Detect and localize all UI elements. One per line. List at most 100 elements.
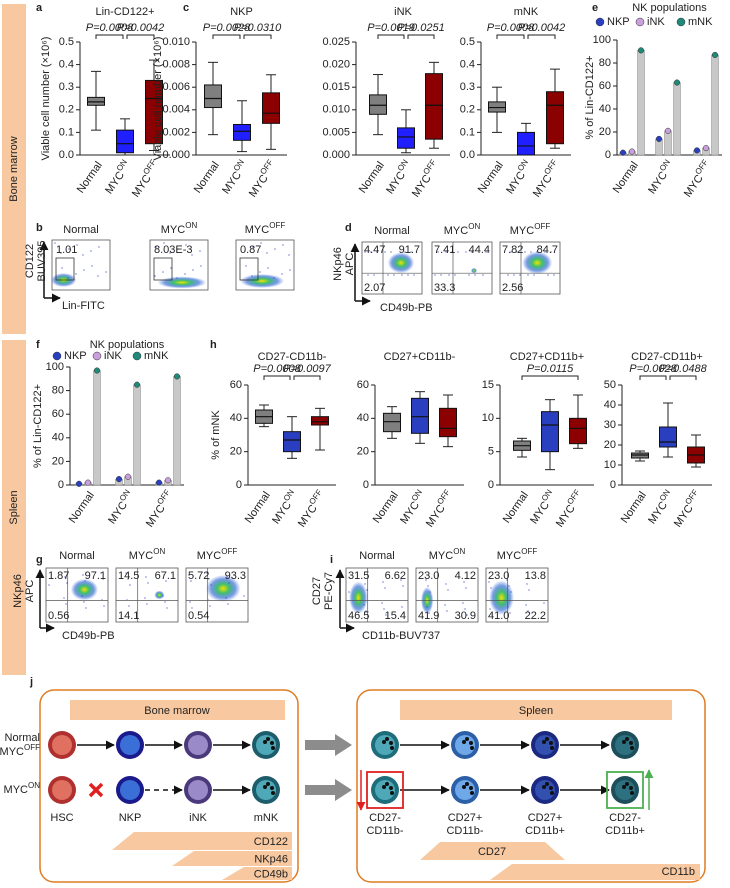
cell-core bbox=[188, 780, 208, 800]
x-tick-label: MYCON bbox=[101, 158, 134, 197]
x-tick-label: MYCON bbox=[526, 488, 559, 527]
label-sup: OFF bbox=[269, 221, 285, 230]
significance-bracket bbox=[669, 375, 697, 380]
y-tick-label: 0.5 bbox=[59, 36, 74, 48]
y-axis-label: % of mNK bbox=[210, 410, 222, 460]
event-dot bbox=[407, 274, 409, 276]
event-dot bbox=[402, 585, 404, 587]
quadrant-value: 93.3 bbox=[225, 570, 246, 582]
event-dot bbox=[166, 607, 168, 609]
transition-arrow bbox=[305, 734, 352, 756]
cell-core bbox=[535, 780, 555, 800]
label-text: MYC bbox=[497, 550, 522, 562]
event-dot bbox=[162, 271, 164, 273]
density-cloud bbox=[157, 276, 207, 289]
y-tick-label: 0 bbox=[363, 479, 369, 491]
y-tick-label: 0.010 bbox=[322, 104, 350, 116]
p-value: P=0.0488 bbox=[659, 363, 707, 375]
event-dot bbox=[440, 274, 442, 276]
event-dot bbox=[446, 610, 448, 612]
event-dot bbox=[468, 274, 470, 276]
cell-core bbox=[120, 780, 140, 800]
event-dot bbox=[448, 274, 450, 276]
event-dot bbox=[98, 246, 100, 248]
y-tick-label: 0.5 bbox=[460, 36, 475, 48]
node-label: NKP bbox=[119, 812, 142, 824]
box bbox=[439, 407, 457, 438]
node-label: CD27+ bbox=[528, 812, 563, 824]
y-tick-label: 0 bbox=[58, 479, 64, 491]
event-dot bbox=[208, 578, 210, 580]
label-sup: OFF bbox=[566, 488, 583, 506]
event-dot bbox=[281, 273, 283, 275]
event-dot bbox=[367, 274, 369, 276]
x-tick-label: MYCOFF bbox=[408, 158, 443, 200]
granule bbox=[630, 791, 634, 795]
bar-point bbox=[133, 381, 141, 388]
label-sup: ON bbox=[453, 547, 465, 556]
event-dot bbox=[267, 267, 269, 269]
y-axis-label: CD27 bbox=[311, 577, 323, 605]
gate-value: 0.87 bbox=[240, 244, 261, 256]
label-text: Normal bbox=[611, 160, 641, 196]
box bbox=[546, 91, 564, 145]
event-dot bbox=[403, 612, 405, 614]
event-dot bbox=[243, 595, 245, 597]
granule bbox=[629, 741, 633, 745]
x-tick-label: MYCON bbox=[382, 158, 415, 197]
event-dot bbox=[401, 274, 403, 276]
gate bbox=[153, 257, 173, 281]
y-tick-label: 0.1 bbox=[460, 126, 475, 138]
highlight-box bbox=[606, 771, 644, 809]
highlight-box bbox=[366, 771, 404, 809]
legend-label: iNK bbox=[104, 350, 122, 362]
significance-bracket bbox=[377, 34, 405, 39]
chart-title: NKP bbox=[230, 6, 253, 18]
granule bbox=[382, 785, 386, 789]
y-tick-label: 40 bbox=[599, 103, 611, 115]
bar bbox=[93, 370, 101, 486]
bar-point bbox=[84, 479, 92, 486]
y-tick-label: 0.020 bbox=[322, 59, 350, 71]
label-text: Normal bbox=[476, 160, 506, 196]
label-text: MYC bbox=[129, 550, 154, 562]
y-axis-label: NKp46 bbox=[332, 247, 344, 281]
event-dot bbox=[97, 275, 99, 277]
event-dot bbox=[445, 251, 447, 253]
event-dot bbox=[162, 595, 164, 597]
bar-point bbox=[93, 367, 101, 374]
label-text: MYC bbox=[424, 503, 448, 530]
label-text: MYC bbox=[410, 173, 434, 200]
label-text: MYC bbox=[103, 169, 127, 196]
event-dot bbox=[127, 578, 129, 580]
event-dot bbox=[163, 242, 165, 244]
plot-title: MYCON bbox=[161, 221, 198, 236]
y-tick-label: 0.000 bbox=[162, 149, 190, 161]
event-dot bbox=[488, 581, 490, 583]
granule bbox=[625, 782, 629, 786]
quadrant-value: 22.2 bbox=[525, 610, 546, 622]
legend-label: mNK bbox=[144, 350, 169, 362]
event-dot bbox=[125, 572, 127, 574]
event-dot bbox=[63, 597, 65, 599]
label-sup: OFF bbox=[156, 488, 173, 506]
side-label: Bone marrow bbox=[8, 136, 20, 201]
event-dot bbox=[91, 265, 93, 267]
event-dot bbox=[384, 587, 386, 589]
bar-point bbox=[173, 373, 181, 380]
event-dot bbox=[427, 585, 429, 587]
bar-point bbox=[693, 147, 701, 154]
label-text: Normal bbox=[192, 160, 222, 196]
y-tick-label: 30 bbox=[604, 419, 616, 431]
event-dot bbox=[81, 595, 83, 597]
marker-label: CD122 bbox=[254, 836, 288, 848]
quadrant-value: 4.12 bbox=[455, 570, 476, 582]
event-dot bbox=[490, 587, 492, 589]
y-axis-label: CD122 bbox=[24, 244, 36, 278]
quadrant-value: 33.3 bbox=[434, 282, 455, 294]
event-dot bbox=[428, 612, 430, 614]
node-label: CD27- bbox=[369, 812, 401, 824]
y-tick-label: 60 bbox=[599, 80, 611, 92]
granule bbox=[550, 746, 554, 750]
y-tick-label: 0.015 bbox=[322, 81, 350, 93]
